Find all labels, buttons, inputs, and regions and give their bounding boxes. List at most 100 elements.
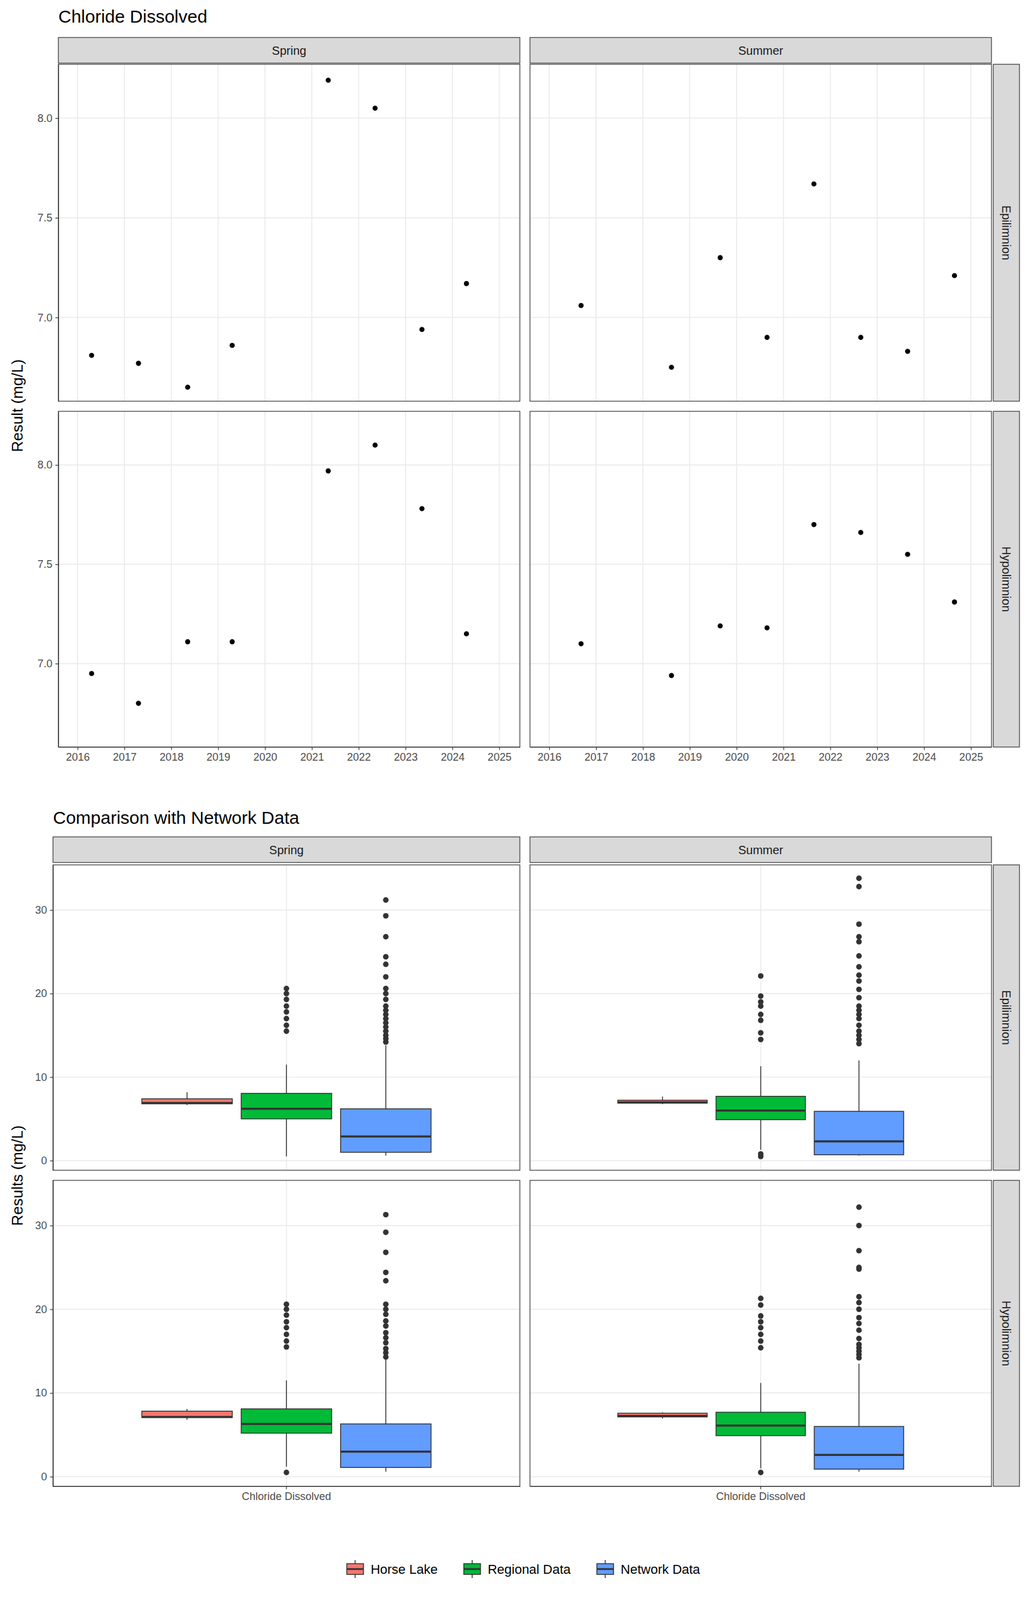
x-axis: Chloride Dissolved: [53, 1486, 521, 1504]
whisker-upper: [385, 1045, 387, 1110]
marks: [141, 897, 432, 1158]
box-median: [814, 1454, 904, 1458]
point: [463, 631, 470, 637]
grid-line: [499, 411, 501, 748]
x-axis-tick: 2022: [818, 747, 843, 764]
chart-title: Comparison with Network Data: [52, 808, 300, 828]
whisker-upper: [186, 1092, 188, 1100]
point: [764, 335, 770, 341]
whisker-upper: [385, 1360, 387, 1425]
y-axis: 0102030: [35, 865, 54, 1172]
x-axis-tick-mark: [736, 747, 738, 751]
y-axis-tick-mark: [55, 465, 59, 466]
y-axis-line: [52, 865, 54, 1172]
panel-border: [58, 64, 520, 402]
point: [578, 303, 584, 309]
legend-key-box: [346, 1564, 364, 1576]
legend-label: Regional Data: [487, 1562, 572, 1578]
y-axis-tick-label: 20: [35, 987, 48, 1000]
grid-line: [357, 411, 360, 748]
x-axis-tick: 2024: [440, 747, 465, 764]
point: [135, 360, 142, 367]
panel-background: [58, 411, 520, 748]
panel-border: [58, 411, 520, 748]
grid-line: [529, 563, 992, 566]
x-axis-tick-label: 2025: [959, 751, 984, 764]
strip: [529, 37, 992, 64]
y-axis-tick: 8.0: [37, 112, 59, 125]
x-axis-tick-label: 2017: [584, 751, 608, 764]
box-body: [141, 1411, 233, 1419]
grid-line: [52, 909, 520, 912]
x-axis-tick: 2024: [912, 747, 937, 764]
outlier: [856, 1321, 862, 1327]
panel-background: [529, 64, 992, 402]
x-axis-tick: Chloride Dissolved: [241, 1486, 332, 1504]
grid: [52, 1180, 520, 1487]
legend-key: [463, 1560, 481, 1579]
outlier: [382, 1249, 389, 1256]
outlier: [283, 1301, 289, 1308]
outlier: [856, 1023, 862, 1029]
y-axis-tick-mark: [55, 663, 59, 665]
x-axis-tick-label: Chloride Dissolved: [241, 1491, 332, 1504]
x-axis-tick: 2016: [66, 747, 90, 764]
grid-line: [529, 464, 992, 466]
x-axis-tick: 2020: [724, 747, 749, 764]
outlier: [856, 986, 862, 993]
x-axis-tick-label: 2021: [300, 751, 324, 764]
grid-line: [783, 64, 785, 402]
box: [715, 973, 806, 1161]
point: [372, 105, 379, 111]
legend-key-box: [596, 1564, 614, 1576]
point: [463, 281, 470, 287]
x-axis-tick-label: 2019: [678, 751, 703, 764]
panel: [52, 1180, 520, 1487]
x-axis-tick: 2023: [865, 747, 890, 764]
grid: [529, 865, 992, 1171]
grid-line: [923, 64, 925, 402]
x-axis-tick: 2017: [112, 747, 137, 764]
box-median: [814, 1140, 904, 1144]
outlier: [856, 1248, 862, 1254]
x-axis-tick-mark: [689, 747, 691, 751]
grid-line: [548, 411, 550, 748]
outlier: [856, 1327, 862, 1334]
chart-svg: Chloride DissolvedResult (mg/L)SpringSum…: [0, 0, 1029, 1600]
grid-line: [642, 411, 644, 748]
grid-line: [264, 64, 266, 402]
x-axis-tick-mark: [77, 747, 79, 751]
marks: [578, 522, 957, 679]
box: [141, 1092, 233, 1106]
outlier: [283, 1344, 289, 1350]
outlier: [382, 1307, 389, 1313]
marks: [89, 442, 470, 706]
x-axis-tick-mark: [970, 747, 972, 751]
grid: [529, 64, 992, 402]
grid-line: [52, 1160, 520, 1162]
outlier: [382, 897, 389, 903]
outlier: [283, 1470, 289, 1476]
grid-line: [829, 411, 831, 748]
y-axis-tick-label: 8.0: [37, 112, 53, 125]
outlier: [283, 1009, 289, 1015]
x-axis-tick-label: 2017: [112, 751, 137, 764]
box-body: [715, 1096, 806, 1121]
y-axis-tick-mark: [50, 1477, 53, 1478]
box: [814, 875, 904, 1157]
x-axis-tick-label: 2024: [440, 751, 465, 764]
strip-label: Spring: [272, 44, 307, 58]
grid-line: [970, 411, 972, 748]
y-axis-tick-label: 7.5: [37, 211, 53, 224]
outlier: [856, 1315, 862, 1321]
box-body: [241, 1409, 332, 1434]
point: [325, 77, 332, 83]
legend-item: Horse Lake: [346, 1560, 438, 1579]
box-median: [715, 1109, 806, 1113]
outlier: [382, 1335, 389, 1342]
y-axis-tick-mark: [50, 1393, 53, 1395]
point: [229, 639, 236, 645]
y-axis-tick: 7.5: [37, 211, 59, 224]
grid-line: [736, 64, 738, 402]
outlier: [856, 1003, 862, 1010]
